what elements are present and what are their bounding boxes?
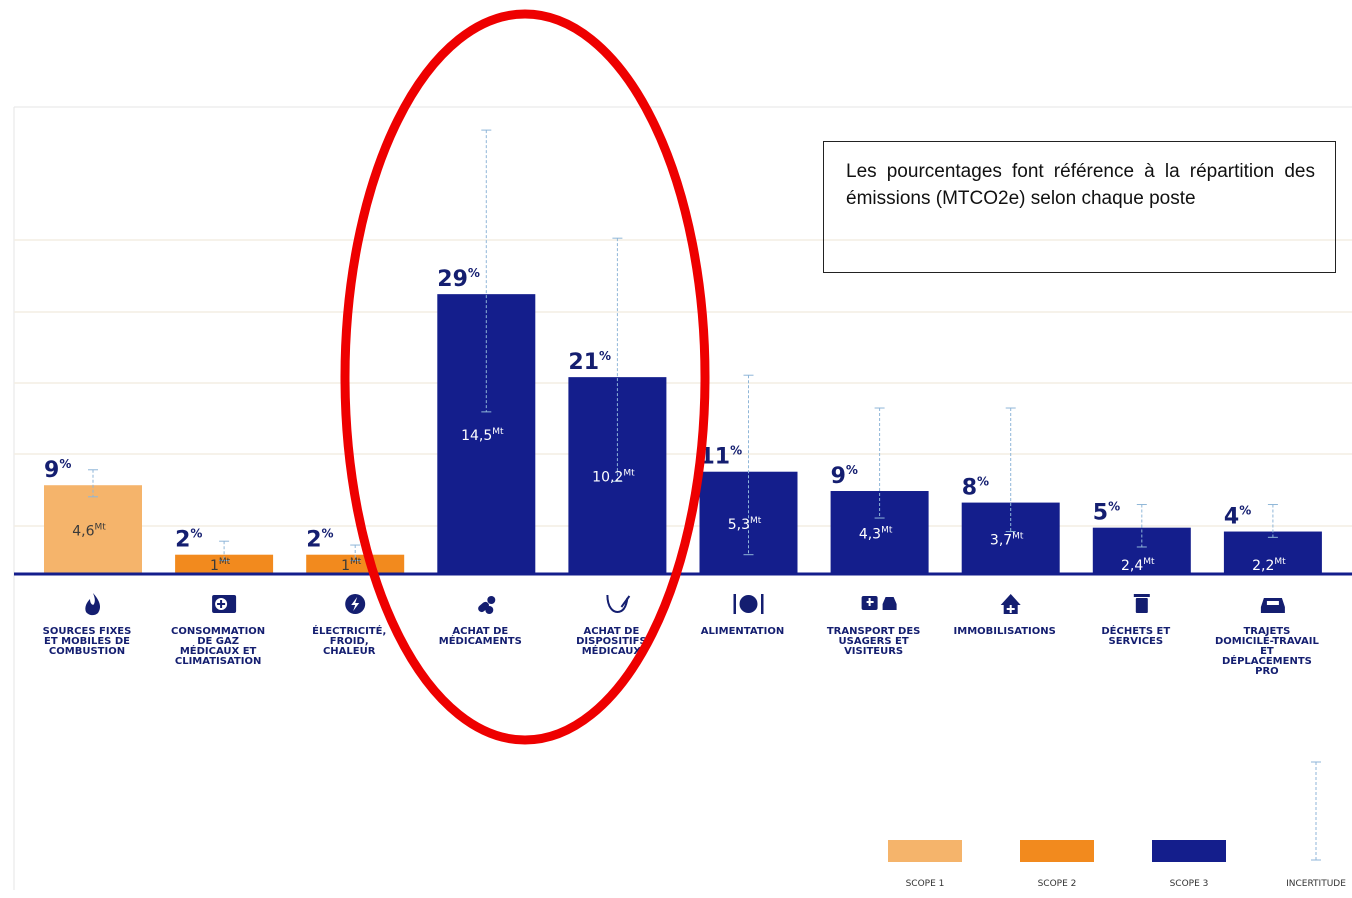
bar-gaz-medicaux — [175, 554, 274, 574]
trash-icon — [1133, 594, 1150, 613]
legend-swatch-scope1 — [888, 840, 962, 862]
category-label-trajets: TRAJETS DOMICILE-TRAVAIL ET DÉPLACEMENTS PRO — [1215, 626, 1320, 677]
percent-label-dispositifs: 21% — [568, 349, 611, 375]
category-label-immobilisations: IMMOBILISATIONS — [954, 626, 1056, 637]
percent-label-combustion: 9% — [44, 457, 71, 483]
lightning-icon — [345, 594, 366, 614]
legend-swatch-scope2 — [1020, 840, 1094, 862]
pills-icon — [478, 596, 496, 614]
percent-label-gaz-medicaux: 2% — [175, 527, 202, 553]
plate-icon — [733, 594, 764, 614]
category-label-transport: TRANSPORT DES USAGERS ET VISITEURS — [827, 626, 921, 657]
category-label-medicaments: ACHAT DE MÉDICAMENTS — [439, 626, 522, 647]
category-label-dispositifs: ACHAT DE DISPOSITIFS MÉDICAUX — [576, 626, 647, 657]
flame-icon — [85, 593, 101, 616]
car-icon — [1260, 598, 1285, 613]
highlight-ellipse — [340, 9, 710, 745]
house-icon — [1000, 594, 1021, 614]
percent-label-medicaments: 29% — [437, 266, 480, 292]
percent-label-immobilisations: 8% — [962, 475, 989, 501]
percent-label-electricite: 2% — [306, 527, 333, 553]
category-label-gaz-medicaux: CONSOMMATION DE GAZ MÉDICAUX ET CLIMATISATI… — [171, 626, 265, 667]
legend-label-scope1: SCOPE 1 — [906, 879, 945, 889]
legend-label-scope3: SCOPE 3 — [1170, 879, 1209, 889]
bar-trajets — [1223, 531, 1322, 574]
chart-note: Les pourcentages font référence à la rép… — [823, 141, 1336, 273]
legend-swatch-scope3 — [1152, 840, 1226, 862]
bar-combustion — [44, 485, 142, 574]
bar-electricite — [306, 554, 405, 574]
category-label-combustion: SOURCES FIXES ET MOBILES DE COMBUSTION — [43, 626, 132, 657]
stethoscope-icon — [606, 594, 631, 614]
percent-label-dechets: 5% — [1093, 500, 1120, 526]
ambulance-icon — [861, 596, 897, 610]
category-label-electricite: ÉLECTRICITÉ, FROID, CHALEUR — [312, 624, 386, 657]
medical-cabinet-icon — [212, 595, 237, 613]
percent-label-transport: 9% — [831, 463, 858, 489]
legend-label-scope2: SCOPE 2 — [1038, 879, 1077, 889]
category-label-alimentation: ALIMENTATION — [701, 626, 784, 637]
legend-label-uncertainty: INCERTITUDE — [1286, 879, 1346, 889]
category-label-dechets: DÉCHETS ET SERVICES — [1101, 624, 1170, 647]
